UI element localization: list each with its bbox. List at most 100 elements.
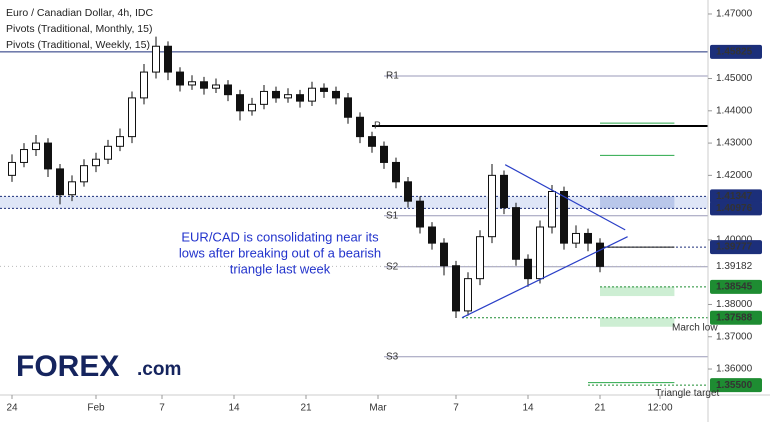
candle-body (116, 136, 124, 147)
candle-body (392, 161, 400, 183)
zone (600, 317, 675, 327)
price-badge-label: 1.35500 (716, 380, 753, 391)
candle-body (56, 168, 64, 196)
candle-body (440, 242, 448, 267)
candle-body (488, 174, 496, 238)
last-price-label: 1.39182 (716, 261, 753, 272)
candle-body (560, 190, 568, 244)
price-badge (710, 44, 762, 59)
x-tick-label: 7 (453, 403, 459, 414)
y-tick-label: 1.36000 (716, 364, 753, 375)
candle-body (536, 226, 544, 280)
candle-body (428, 226, 436, 244)
candle-body (248, 103, 256, 112)
y-tick-label: 1.47000 (716, 9, 753, 20)
y-tick-label: 1.44000 (716, 105, 753, 116)
logo-suffix: .com (137, 359, 181, 380)
level-label: March low (672, 322, 718, 333)
candle-body (296, 94, 304, 102)
candle-body (368, 136, 376, 147)
candle-body (416, 200, 424, 228)
price-badge-label: 1.41347 (716, 191, 753, 202)
y-tick-label: 1.38000 (716, 299, 753, 310)
price-badge-label: 1.40976 (716, 203, 753, 214)
header-line: Euro / Canadian Dollar, 4h, IDC (6, 7, 153, 19)
x-tick-label: Feb (87, 403, 105, 414)
price-badge (710, 201, 762, 216)
candle-body (284, 94, 292, 99)
candle-body (188, 81, 196, 86)
x-tick-label: 14 (228, 403, 240, 414)
pivot-label: S3 (386, 351, 399, 362)
annotation: lows after breaking out of a bearish (179, 245, 381, 260)
candle-body (80, 165, 88, 183)
logo: FOREX (16, 350, 119, 383)
candle-body (164, 45, 172, 73)
candle-body (548, 190, 556, 228)
candle-body (500, 174, 508, 209)
price-badge (710, 378, 762, 393)
candle-body (140, 71, 148, 99)
header-line: Pivots (Traditional, Monthly, 15) (6, 23, 152, 35)
trendline (461, 236, 628, 319)
candle-body (200, 81, 208, 89)
last-price-badge (710, 259, 762, 274)
price-badge-label: 1.45825 (716, 47, 753, 58)
candle-body (68, 181, 76, 196)
pivot-label: S1 (386, 210, 399, 221)
candle-body (272, 90, 280, 99)
candle-body (512, 207, 520, 260)
x-tick-label: 24 (6, 403, 18, 414)
candle-body (32, 142, 40, 151)
x-tick-label: Mar (369, 403, 387, 414)
price-badge (710, 310, 762, 325)
price-badge-label: 1.38545 (716, 282, 753, 293)
candle-body (572, 232, 580, 244)
candle-body (404, 181, 412, 202)
price-badge (710, 279, 762, 294)
candle-body (452, 265, 460, 312)
x-tick-label: 14 (522, 403, 534, 414)
candle-body (92, 158, 100, 167)
candle-body (20, 149, 28, 163)
x-tick-label: 12:00 (647, 403, 672, 414)
price-badge (710, 240, 762, 255)
candle-body (308, 87, 316, 102)
candle-body (332, 90, 340, 99)
annotation: triangle last week (230, 261, 331, 276)
candle-body (320, 87, 328, 92)
zone (600, 196, 675, 209)
candle-body (236, 94, 244, 112)
candle-body (356, 116, 364, 138)
candle-body (44, 142, 52, 170)
candle-body (476, 236, 484, 280)
y-tick-label: 1.42000 (716, 170, 753, 181)
x-tick-label: 21 (594, 403, 606, 414)
candle-body (152, 45, 160, 73)
candle-body (344, 97, 352, 118)
candle-body (104, 145, 112, 160)
candle-body (380, 145, 388, 163)
candle-body (584, 232, 592, 244)
candle-body (224, 84, 232, 96)
candle-body (260, 90, 268, 105)
zone (600, 286, 675, 297)
y-tick-label: 1.37000 (716, 331, 753, 342)
pivot-label: S2 (386, 261, 399, 272)
pivot-label: P (374, 121, 381, 132)
y-tick-label: 1.45000 (716, 73, 753, 84)
x-tick-label: 7 (159, 403, 165, 414)
x-tick-label: 21 (300, 403, 312, 414)
level-label: Triangle target (655, 388, 719, 399)
candle-body (176, 71, 184, 86)
pivot-label: R1 (386, 71, 399, 82)
level-band (0, 196, 708, 209)
y-tick-label: 1.40000 (716, 235, 753, 246)
annotation: EUR/CAD is consolidating near its (181, 229, 379, 244)
price-badge-label: 1.39777 (716, 242, 753, 253)
candle-body (596, 242, 604, 267)
candle-body (8, 161, 16, 176)
candle-body (524, 258, 532, 280)
